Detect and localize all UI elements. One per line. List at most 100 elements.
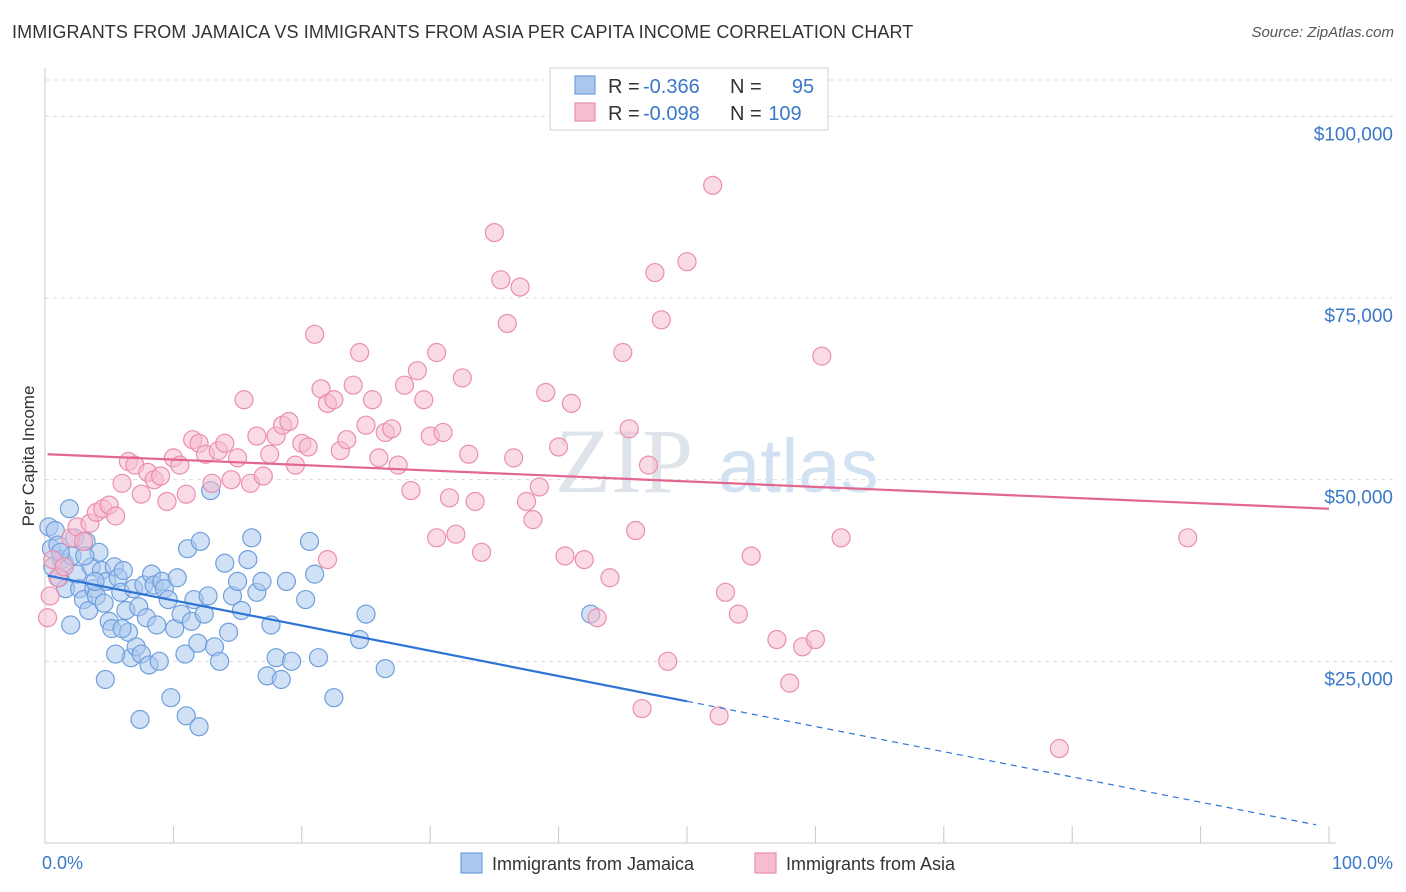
data-point-jamaica bbox=[219, 622, 239, 642]
data-point-jamaica bbox=[228, 571, 248, 592]
data-point-asia bbox=[305, 324, 325, 344]
trendline-jamaica-extrapolated bbox=[686, 700, 1317, 826]
data-point-asia bbox=[677, 252, 697, 272]
data-point-asia bbox=[40, 586, 60, 606]
data-point-asia bbox=[471, 542, 492, 562]
data-point-asia bbox=[317, 549, 338, 570]
x-tick-marks bbox=[44, 826, 1330, 843]
data-point-jamaica bbox=[113, 560, 133, 581]
data-point-asia bbox=[73, 531, 94, 552]
data-point-jamaica bbox=[238, 549, 258, 570]
data-point-asia bbox=[343, 375, 363, 395]
data-point-asia bbox=[337, 430, 357, 450]
data-point-asia bbox=[407, 361, 427, 381]
data-point-asia bbox=[446, 524, 466, 544]
trend-lines bbox=[47, 453, 1330, 826]
data-point-jamaica bbox=[271, 669, 291, 690]
data-point-jamaica bbox=[305, 564, 325, 584]
watermark-atlas: atlas bbox=[718, 424, 879, 509]
data-point-jamaica bbox=[210, 651, 230, 671]
data-point-asia bbox=[349, 342, 370, 363]
data-point-jamaica bbox=[85, 571, 105, 592]
data-point-jamaica bbox=[167, 568, 187, 588]
data-point-jamaica bbox=[194, 604, 214, 624]
data-point-jamaica bbox=[281, 651, 302, 671]
chart-title: IMMIGRANTS FROM JAMAICA VS IMMIGRANTS FR… bbox=[12, 22, 914, 42]
data-point-jamaica bbox=[276, 571, 296, 592]
y-tick-label: $100,000 bbox=[1314, 124, 1393, 145]
data-point-jamaica bbox=[189, 717, 209, 737]
data-point-asia bbox=[703, 175, 723, 195]
bottom-legend-label-jamaica: Immigrants from Jamaica bbox=[492, 854, 695, 874]
trendline-asia bbox=[47, 453, 1330, 510]
data-point-jamaica bbox=[299, 531, 320, 552]
legend-swatch-asia bbox=[574, 102, 596, 122]
data-point-asia bbox=[645, 262, 665, 283]
bottom-legend: Immigrants from Jamaica Immigrants from … bbox=[460, 852, 956, 874]
chart-source: Source: ZipAtlas.com bbox=[1251, 24, 1394, 41]
data-point-asia bbox=[780, 673, 800, 693]
data-point-asia bbox=[587, 608, 607, 628]
data-point-asia bbox=[324, 390, 344, 410]
data-point-asia bbox=[176, 484, 196, 504]
x-tick-label-max: 100.0% bbox=[1332, 853, 1393, 873]
legend-swatch-jamaica bbox=[574, 75, 596, 95]
bottom-legend-swatch-jamaica bbox=[460, 852, 483, 874]
data-point-asia bbox=[427, 342, 447, 363]
data-point-jamaica bbox=[231, 600, 252, 621]
data-point-jamaica bbox=[176, 706, 196, 726]
data-point-jamaica bbox=[308, 648, 329, 668]
x-tick-label-min: 0.0% bbox=[42, 853, 83, 873]
data-point-asia bbox=[561, 393, 582, 413]
data-point-asia bbox=[106, 506, 126, 526]
data-point-asia bbox=[131, 484, 151, 504]
series-asia-points bbox=[37, 175, 1198, 759]
data-point-jamaica bbox=[94, 593, 114, 613]
data-point-asia bbox=[298, 437, 318, 457]
data-point-asia bbox=[741, 546, 761, 566]
data-point-asia bbox=[394, 375, 415, 395]
data-point-jamaica bbox=[215, 553, 235, 573]
data-point-jamaica bbox=[252, 571, 272, 592]
data-point-asia bbox=[709, 706, 729, 726]
data-point-asia bbox=[356, 415, 376, 435]
data-point-asia bbox=[362, 390, 383, 410]
data-point-jamaica bbox=[198, 586, 218, 606]
data-point-asia bbox=[112, 473, 132, 493]
data-point-jamaica bbox=[161, 688, 181, 708]
data-point-asia bbox=[523, 510, 543, 530]
data-point-asia bbox=[401, 480, 421, 501]
data-point-asia bbox=[504, 448, 524, 468]
data-point-jamaica bbox=[324, 688, 344, 708]
data-point-asia bbox=[221, 470, 241, 490]
data-point-jamaica bbox=[59, 499, 79, 519]
data-point-asia bbox=[812, 346, 832, 366]
series-jamaica-points bbox=[39, 480, 601, 737]
data-point-asia bbox=[574, 549, 594, 570]
trendline-jamaica bbox=[47, 574, 688, 703]
y-tick-labels: $25,000 $50,000 $75,000 $100,000 bbox=[1314, 124, 1393, 690]
data-point-asia bbox=[516, 491, 537, 512]
legend-r-label-jamaica: R = bbox=[608, 76, 640, 98]
data-point-asia bbox=[767, 629, 787, 650]
data-point-asia bbox=[54, 557, 74, 577]
data-point-asia bbox=[465, 491, 485, 512]
data-point-asia bbox=[37, 608, 58, 628]
data-point-jamaica bbox=[147, 615, 167, 635]
data-point-asia bbox=[247, 426, 267, 446]
data-point-jamaica bbox=[190, 531, 210, 552]
data-point-asia bbox=[228, 448, 248, 468]
data-point-asia bbox=[459, 444, 479, 464]
data-point-asia bbox=[805, 629, 826, 650]
data-point-jamaica bbox=[95, 669, 115, 690]
data-point-asia bbox=[202, 473, 222, 493]
data-point-asia bbox=[658, 651, 678, 671]
data-point-jamaica bbox=[349, 629, 370, 650]
data-point-asia bbox=[150, 466, 171, 486]
data-point-asia bbox=[529, 477, 549, 497]
data-point-asia bbox=[253, 466, 273, 486]
data-point-asia bbox=[260, 444, 280, 464]
data-point-asia bbox=[1049, 738, 1069, 759]
legend-n-label-jamaica: N = bbox=[730, 76, 762, 98]
